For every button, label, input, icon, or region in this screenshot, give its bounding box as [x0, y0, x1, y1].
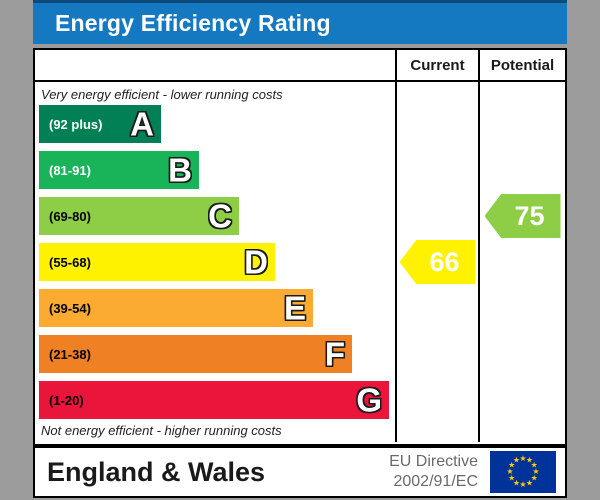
- eu-flag-star: ★: [508, 473, 516, 483]
- header-cell-empty: [35, 50, 395, 80]
- table-body: Very energy efficient - lower running co…: [35, 82, 565, 442]
- eu-flag-star: ★: [519, 480, 527, 489]
- eu-flag-star: ★: [508, 460, 516, 470]
- band-list: (92 plus) A (81-91) B (69-80) C (55-68) …: [39, 105, 389, 427]
- band-g: (1-20) G: [39, 381, 389, 419]
- region-label: England & Wales: [47, 456, 266, 487]
- potential-column: 75: [478, 82, 565, 442]
- eu-flag-star: ★: [525, 478, 534, 488]
- eu-flag-icon: ★ ★ ★ ★ ★ ★ ★ ★ ★ ★ ★ ★: [490, 451, 556, 493]
- band-c: (69-80) C: [39, 197, 239, 235]
- rating-table: Current Potential Very energy efficient …: [33, 48, 567, 446]
- eu-flag-star: ★: [530, 460, 538, 470]
- band-d-range: (55-68): [49, 254, 91, 270]
- eu-flag-star: ★: [512, 478, 521, 488]
- band-d-letter: D: [244, 243, 268, 281]
- band-b-letter: B: [168, 151, 192, 189]
- footer-bar: England & Wales EU Directive 2002/91/EC …: [33, 446, 567, 498]
- eu-flag-star: ★: [506, 467, 514, 476]
- page-title: Energy Efficiency Rating: [55, 10, 331, 36]
- eu-flag-star: ★: [530, 473, 538, 483]
- eu-directive-line1: EU Directive: [389, 453, 478, 470]
- band-a-range: (92 plus): [49, 116, 103, 132]
- current-column: 66: [395, 82, 478, 442]
- eu-directive-line2: 2002/91/EC: [393, 473, 478, 490]
- band-d: (55-68) D: [39, 243, 275, 281]
- current-rating-arrow: 66: [399, 240, 476, 284]
- band-c-letter: C: [208, 197, 232, 235]
- potential-rating-arrow: 75: [484, 194, 561, 238]
- band-f: (21-38) F: [39, 335, 352, 373]
- efficient-note-bottom: Not energy efficient - higher running co…: [41, 423, 282, 438]
- title-bar: Energy Efficiency Rating: [33, 0, 567, 44]
- eu-flag-star: ★: [525, 455, 534, 465]
- band-e-range: (39-54): [49, 300, 91, 316]
- band-b: (81-91) B: [39, 151, 199, 189]
- potential-rating-value: 75: [514, 200, 545, 231]
- current-rating-value: 66: [429, 246, 460, 277]
- band-b-range: (81-91): [49, 162, 91, 178]
- table-header-row: Current Potential: [35, 50, 565, 82]
- band-e-letter: E: [283, 289, 306, 327]
- efficient-note-top: Very energy efficient - lower running co…: [41, 87, 283, 102]
- eu-flag-star: ★: [519, 454, 527, 463]
- band-c-range: (69-80): [49, 208, 91, 224]
- band-f-range: (21-38): [49, 346, 91, 362]
- band-a: (92 plus) A: [39, 105, 161, 143]
- band-a-letter: A: [130, 105, 154, 143]
- band-e: (39-54) E: [39, 289, 313, 327]
- bands-column: Very energy efficient - lower running co…: [35, 82, 395, 442]
- band-g-range: (1-20): [49, 392, 84, 408]
- header-cell-current: Current: [395, 50, 478, 80]
- eu-flag-star: ★: [532, 467, 540, 476]
- band-f-letter: F: [324, 335, 345, 373]
- eu-flag-star: ★: [512, 455, 521, 465]
- eu-directive-label: EU Directive 2002/91/EC: [389, 452, 478, 492]
- band-g-letter: G: [356, 381, 382, 419]
- header-cell-potential: Potential: [478, 50, 565, 80]
